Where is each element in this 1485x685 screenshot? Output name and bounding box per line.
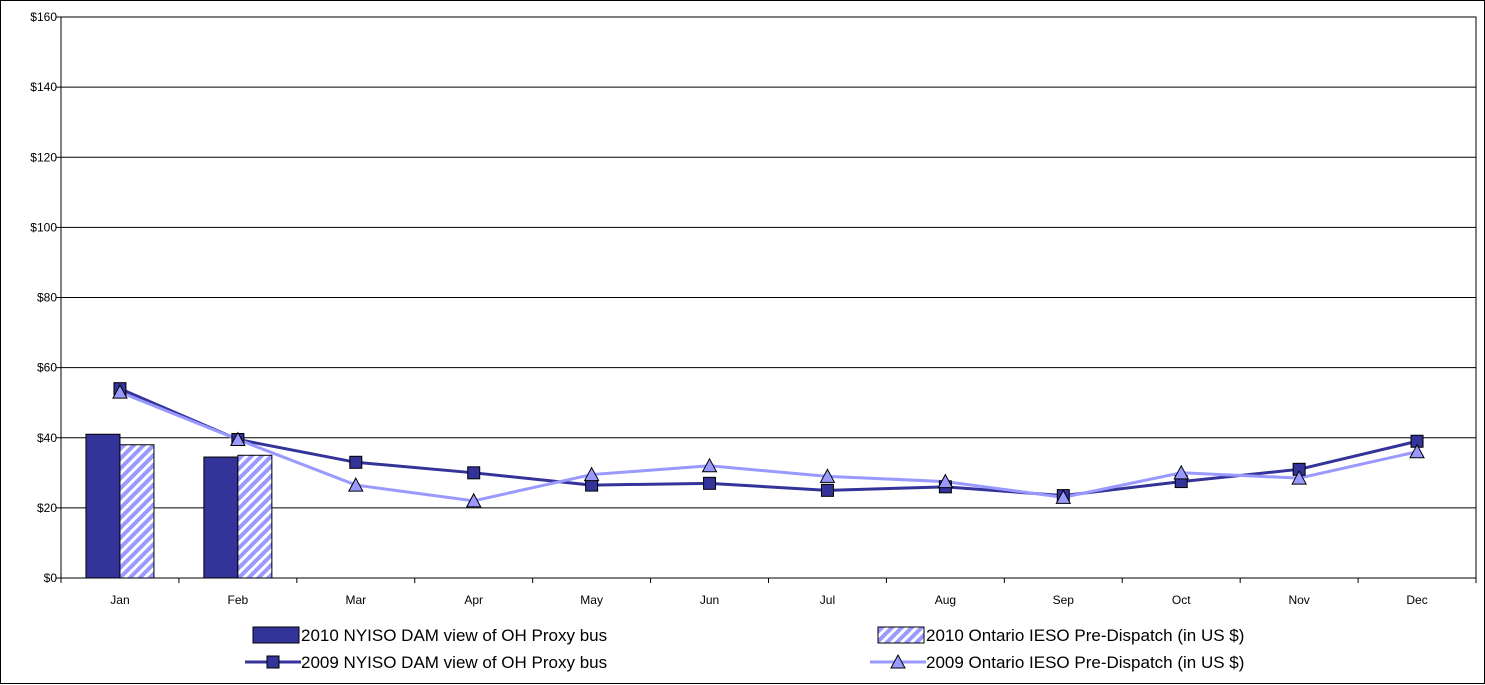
marker-triangle: [1055, 489, 1072, 504]
x-tick-label: Mar: [345, 593, 366, 607]
legend-swatch: [252, 626, 300, 644]
marker-square: [467, 466, 481, 480]
marker-triangle: [347, 477, 364, 492]
x-tick-label: Nov: [1288, 593, 1309, 607]
marker-triangle: [1409, 443, 1425, 459]
marker-triangle: [230, 431, 246, 447]
marker-triangle: [465, 492, 482, 508]
bar: [203, 456, 239, 579]
marker-triangle: [1173, 464, 1190, 480]
y-tick-label: $60: [37, 361, 57, 375]
legend-label: 2009 NYISO DAM view of OH Proxy bus: [301, 653, 607, 672]
y-tick-label: $40: [37, 431, 57, 445]
y-tick-label: $80: [37, 291, 57, 305]
y-tick-label: $140: [30, 80, 57, 94]
legend: 2010 NYISO DAM view of OH Proxy bus 2010 …: [245, 626, 1244, 672]
x-tick-label: Jul: [820, 593, 835, 607]
marker-triangle: [583, 466, 600, 482]
x-tick-label: Aug: [935, 593, 956, 607]
x-tick-label: Dec: [1406, 593, 1427, 607]
legend-label: 2010 NYISO DAM view of OH Proxy bus: [301, 626, 607, 645]
bar: [119, 444, 155, 579]
x-tick-label: Jun: [700, 593, 719, 607]
marker-square: [703, 476, 717, 490]
marker-square: [820, 483, 834, 497]
series-line: [119, 390, 1418, 503]
plot-area: $0 $20 $40 $60 $80 $100 $120 $140 $160 Jan Feb Mar A…: [30, 10, 1477, 607]
x-tick-label: Apr: [464, 593, 483, 607]
bar: [237, 454, 273, 579]
marker-triangle: [890, 653, 906, 669]
marker-triangle: [937, 473, 954, 489]
x-tick-label: May: [580, 593, 603, 607]
marker-triangle: [1291, 470, 1307, 485]
marker-square: [266, 655, 280, 669]
marker-triangle: [701, 457, 718, 473]
marker-square: [349, 455, 363, 469]
marker-triangle: [819, 468, 836, 483]
x-tick-label: Jan: [110, 593, 129, 607]
series-line: [119, 387, 1418, 498]
y-tick-label: $20: [37, 501, 57, 515]
x-tick-label: Sep: [1053, 593, 1075, 607]
legend-swatch: [877, 626, 925, 644]
y-tick-label: $160: [30, 10, 57, 24]
x-tick-label: Oct: [1172, 593, 1191, 607]
legend-label: 2010 Ontario IESO Pre-Dispatch (in US $): [926, 626, 1244, 645]
x-tick-label: Feb: [228, 593, 249, 607]
legend-label: 2009 Ontario IESO Pre-Dispatch (in US $): [926, 653, 1244, 672]
y-tick-label: $0: [44, 571, 58, 585]
marker-triangle: [112, 384, 128, 399]
y-tick-label: $100: [30, 220, 57, 234]
bar: [85, 433, 121, 579]
y-tick-label: $120: [30, 150, 57, 164]
